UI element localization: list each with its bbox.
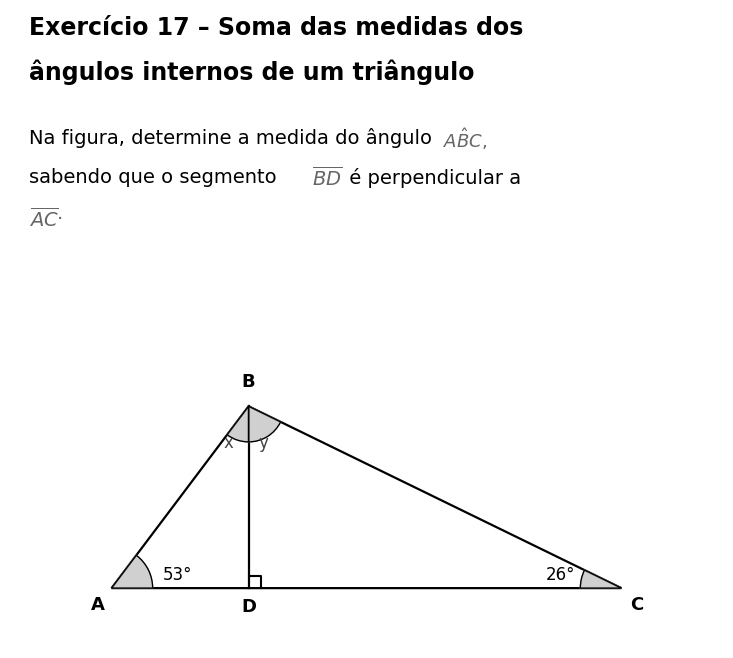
Text: ângulos internos de um triângulo: ângulos internos de um triângulo [29,59,475,85]
Text: 53°: 53° [163,566,193,584]
Text: $\overline{BD}$: $\overline{BD}$ [312,166,342,190]
Text: A: A [91,596,105,615]
Text: $A\hat{B}C$,: $A\hat{B}C$, [443,126,487,152]
Wedge shape [581,570,622,588]
Text: é perpendicular a: é perpendicular a [343,168,521,188]
Wedge shape [111,555,152,588]
Text: Exercício 17 – Soma das medidas dos: Exercício 17 – Soma das medidas dos [29,16,523,40]
Wedge shape [248,406,281,442]
Text: 26°: 26° [545,566,575,584]
Text: x: x [223,434,233,452]
Text: y: y [259,434,268,452]
Text: B: B [242,373,255,392]
Text: C: C [630,596,643,615]
Text: sabendo que o segmento: sabendo que o segmento [29,168,283,187]
Text: $\overline{AC}$·: $\overline{AC}$· [29,207,64,231]
Text: Na figura, determine a medida do ângulo: Na figura, determine a medida do ângulo [29,128,438,148]
Wedge shape [227,406,248,442]
Text: D: D [241,598,256,617]
